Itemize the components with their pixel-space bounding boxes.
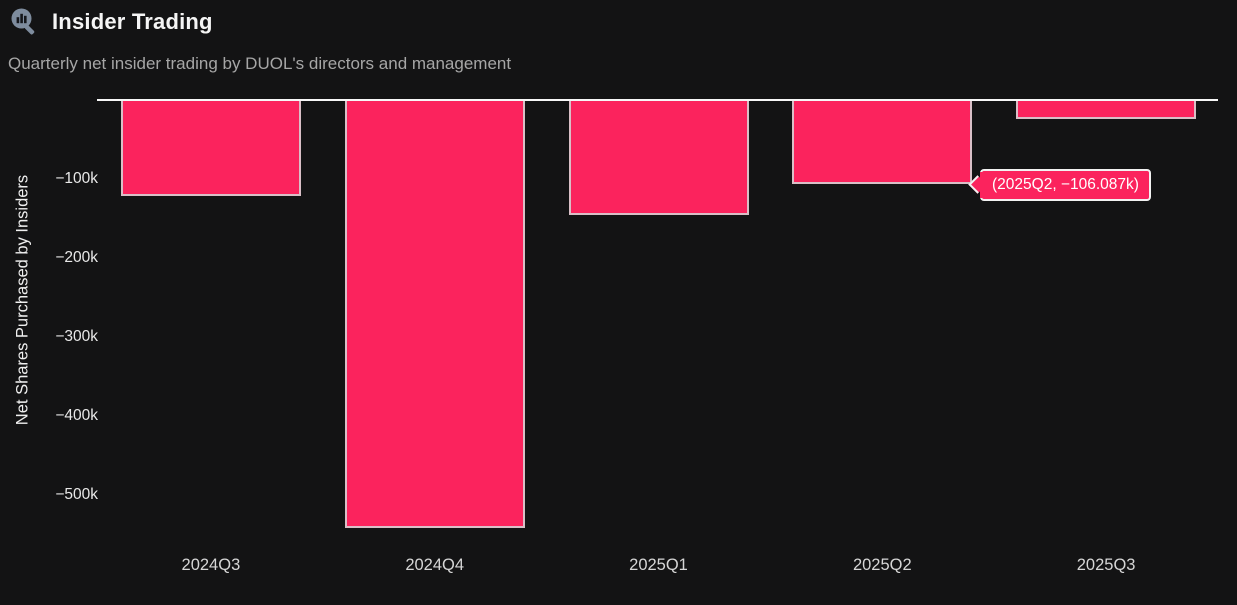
- magnifying-glass-chart-icon: [11, 8, 35, 35]
- page-title: Insider Trading: [52, 9, 213, 34]
- tooltip-arrow-cover: [980, 172, 988, 198]
- page-subtitle: Quarterly net insider trading by DUOL's …: [8, 54, 512, 73]
- x-axis-label-2025Q1: 2025Q1: [629, 556, 688, 574]
- x-axis-label-2024Q3: 2024Q3: [181, 556, 241, 574]
- header: Insider Trading: [8, 6, 213, 38]
- hover-tooltip: (2025Q2, −106.087k): [980, 169, 1151, 201]
- x-axis-label-2025Q3: 2025Q3: [1076, 556, 1136, 574]
- bar-2025Q2[interactable]: [792, 101, 973, 184]
- y-tick-label: −400k: [55, 407, 98, 424]
- bar-2025Q1[interactable]: [568, 101, 749, 215]
- tooltip-label: (2025Q2, −106.087k): [992, 176, 1139, 193]
- y-tick-label: −300k: [55, 328, 98, 345]
- y-tick-label: −200k: [55, 249, 98, 266]
- y-tick-label: −100k: [55, 170, 98, 187]
- bar-2024Q3[interactable]: [120, 101, 301, 196]
- zero-axis-line: [97, 99, 1218, 101]
- y-tick-label: −500k: [55, 486, 98, 503]
- bar-2025Q3[interactable]: [1016, 101, 1197, 119]
- x-axis-label-2024Q4: 2024Q4: [405, 556, 465, 574]
- x-axis-label-2025Q2: 2025Q2: [852, 556, 912, 574]
- bar-2024Q4[interactable]: [344, 101, 525, 529]
- y-axis-title: Net Shares Purchased by Insiders: [13, 174, 32, 426]
